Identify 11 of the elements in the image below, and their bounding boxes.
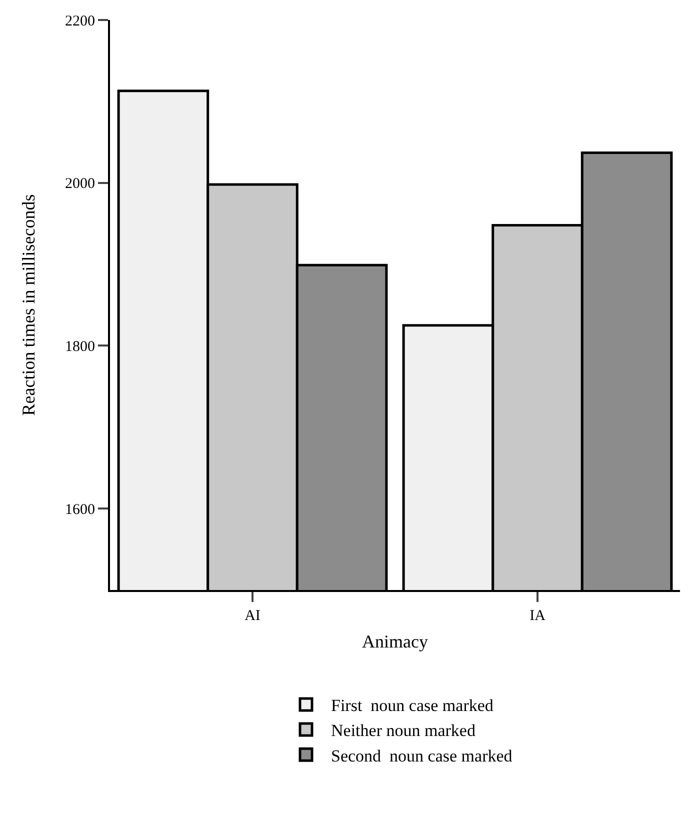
y-axis-title: Reaction times in milliseconds [18, 194, 39, 416]
x-tick-label: AI [244, 608, 260, 624]
y-tick-label: 1600 [65, 502, 95, 518]
x-tick-label: IA [530, 608, 546, 624]
legend-label: Second noun case marked [331, 746, 513, 766]
x-axis-title: Animacy [362, 632, 428, 652]
y-tick-label: 1800 [65, 338, 95, 355]
legend-label: Neither noun marked [331, 721, 476, 740]
y-tick-label: 2000 [65, 176, 95, 192]
legend-label: First noun case marked [331, 696, 494, 716]
y-tick-label: 2200 [65, 13, 95, 30]
